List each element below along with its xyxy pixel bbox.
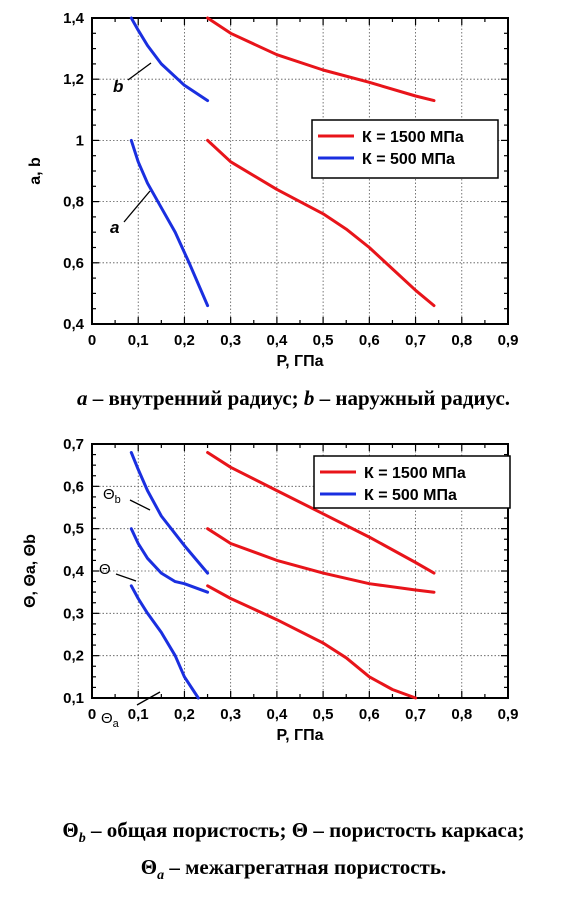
y-tick-label: 0,3 <box>63 605 84 622</box>
legend-box <box>313 455 511 509</box>
x-axis-label: P, ГПа <box>277 353 324 370</box>
x-tick-label: 0 <box>88 706 96 723</box>
series-line-red-a <box>206 138 436 308</box>
plot-frame <box>91 17 509 325</box>
legend-label: К = 1500 МПа <box>364 465 466 482</box>
legend-label: К = 500 МПа <box>364 487 457 504</box>
x-tick-label: 0,5 <box>313 332 334 349</box>
chart-porosity: 0 0,1 0,2 0,3 0,4 0,5 0,6 0,7 0,8 0,90,10,20,30,4… <box>22 436 519 744</box>
x-tick-label: 0 <box>88 332 96 349</box>
x-tick-label: 0,4 <box>266 706 288 723</box>
x-tick-label: 0,3 <box>220 706 241 723</box>
legend-box <box>311 119 499 179</box>
x-tick-label: 0,6 <box>359 706 380 723</box>
x-axis-label: P, ГПа <box>277 727 324 744</box>
legend: К = 1500 МПа К = 500 МПа <box>311 119 499 179</box>
x-tick-label: 0,5 <box>313 706 334 723</box>
x-tick-label: 0,4 <box>266 332 288 349</box>
y-tick-label: 1 <box>76 132 84 149</box>
y-tick-label: 1,4 <box>63 10 85 27</box>
y-tick-label: 1,2 <box>63 71 84 88</box>
annotation-leader <box>123 190 151 223</box>
x-tick-label: 0,1 <box>128 332 149 349</box>
y-tick-label: 0,4 <box>63 563 85 580</box>
y-tick-label: 0,7 <box>63 436 84 453</box>
caption-porosity-line1: Θb – общая пористость; Θ – пористость ка… <box>62 818 525 847</box>
annotation-label: Θ <box>99 561 111 578</box>
annotation-label: Θb <box>103 486 121 506</box>
annotation-leader <box>136 691 161 706</box>
series-line-red-Θb <box>206 451 436 575</box>
x-tick-label: 0,9 <box>498 332 519 349</box>
x-tick-label: 0,8 <box>451 332 472 349</box>
caption-b-text: – наружный радиус. <box>314 386 511 410</box>
series-line-red-b <box>206 16 436 103</box>
x-tick-label: 0,1 <box>128 706 149 723</box>
series-line-red-Θ <box>206 527 436 594</box>
x-tick-label: 0,9 <box>498 706 519 723</box>
y-tick-label: 0,8 <box>63 194 84 211</box>
caption-porosity-line2: Θa – межагрегатная пористость. <box>140 855 447 884</box>
legend-label: К = 1500 МПа <box>362 129 464 146</box>
x-tick-label: 0,6 <box>359 332 380 349</box>
series-line-blue-a <box>129 138 210 308</box>
caption-a-symbol: a <box>76 386 88 410</box>
y-tick-label: 0,4 <box>63 316 85 333</box>
annotation-leader <box>129 499 151 511</box>
annotation-label: Θa <box>101 710 120 730</box>
chart-radius: 0 0,1 0,2 0,3 0,4 0,5 0,6 0,7 0,8 0,9 0,4 0,6 0,8 1 1,… <box>27 10 519 370</box>
series-line-red-Θa <box>206 584 418 700</box>
y-axis-label: a, b <box>27 157 44 185</box>
y-tick-label: 0,1 <box>63 690 84 707</box>
annotation-leader <box>127 62 152 81</box>
y-axis-label: Θ, Θa, Θb <box>22 534 39 608</box>
caption-b-symbol: b <box>303 386 315 410</box>
y-tick-label: 0,2 <box>63 648 84 665</box>
legend-label: К = 500 МПа <box>362 151 455 168</box>
series-line-blue-Θ <box>129 527 210 594</box>
annotation-leader <box>115 573 137 582</box>
series-line-blue-Θa <box>129 584 200 700</box>
series-line-blue-Θb <box>129 451 210 575</box>
x-tick-label: 0,7 <box>405 706 426 723</box>
caption-radius: a – внутренний радиус; b – наружный ради… <box>0 384 587 412</box>
y-tick-label: 0,6 <box>63 255 84 272</box>
y-tick-label: 0,5 <box>63 521 84 538</box>
x-tick-label: 0,7 <box>405 332 426 349</box>
caption-porosity: Θb – общая пористость; Θ – пористость ка… <box>0 816 587 890</box>
series-line-blue-b <box>129 16 210 103</box>
plot-frame <box>91 443 509 699</box>
x-tick-label: 0,2 <box>174 332 195 349</box>
annotation-label: b <box>113 77 123 96</box>
caption-a-text: – внутренний радиус; <box>87 386 304 410</box>
y-tick-label: 0,6 <box>63 478 84 495</box>
x-tick-label: 0,3 <box>220 332 241 349</box>
x-tick-label: 0,8 <box>451 706 472 723</box>
annotation-label: a <box>110 218 119 237</box>
x-tick-label: 0,2 <box>174 706 195 723</box>
legend: К = 1500 МПа К = 500 МПа <box>313 455 511 509</box>
